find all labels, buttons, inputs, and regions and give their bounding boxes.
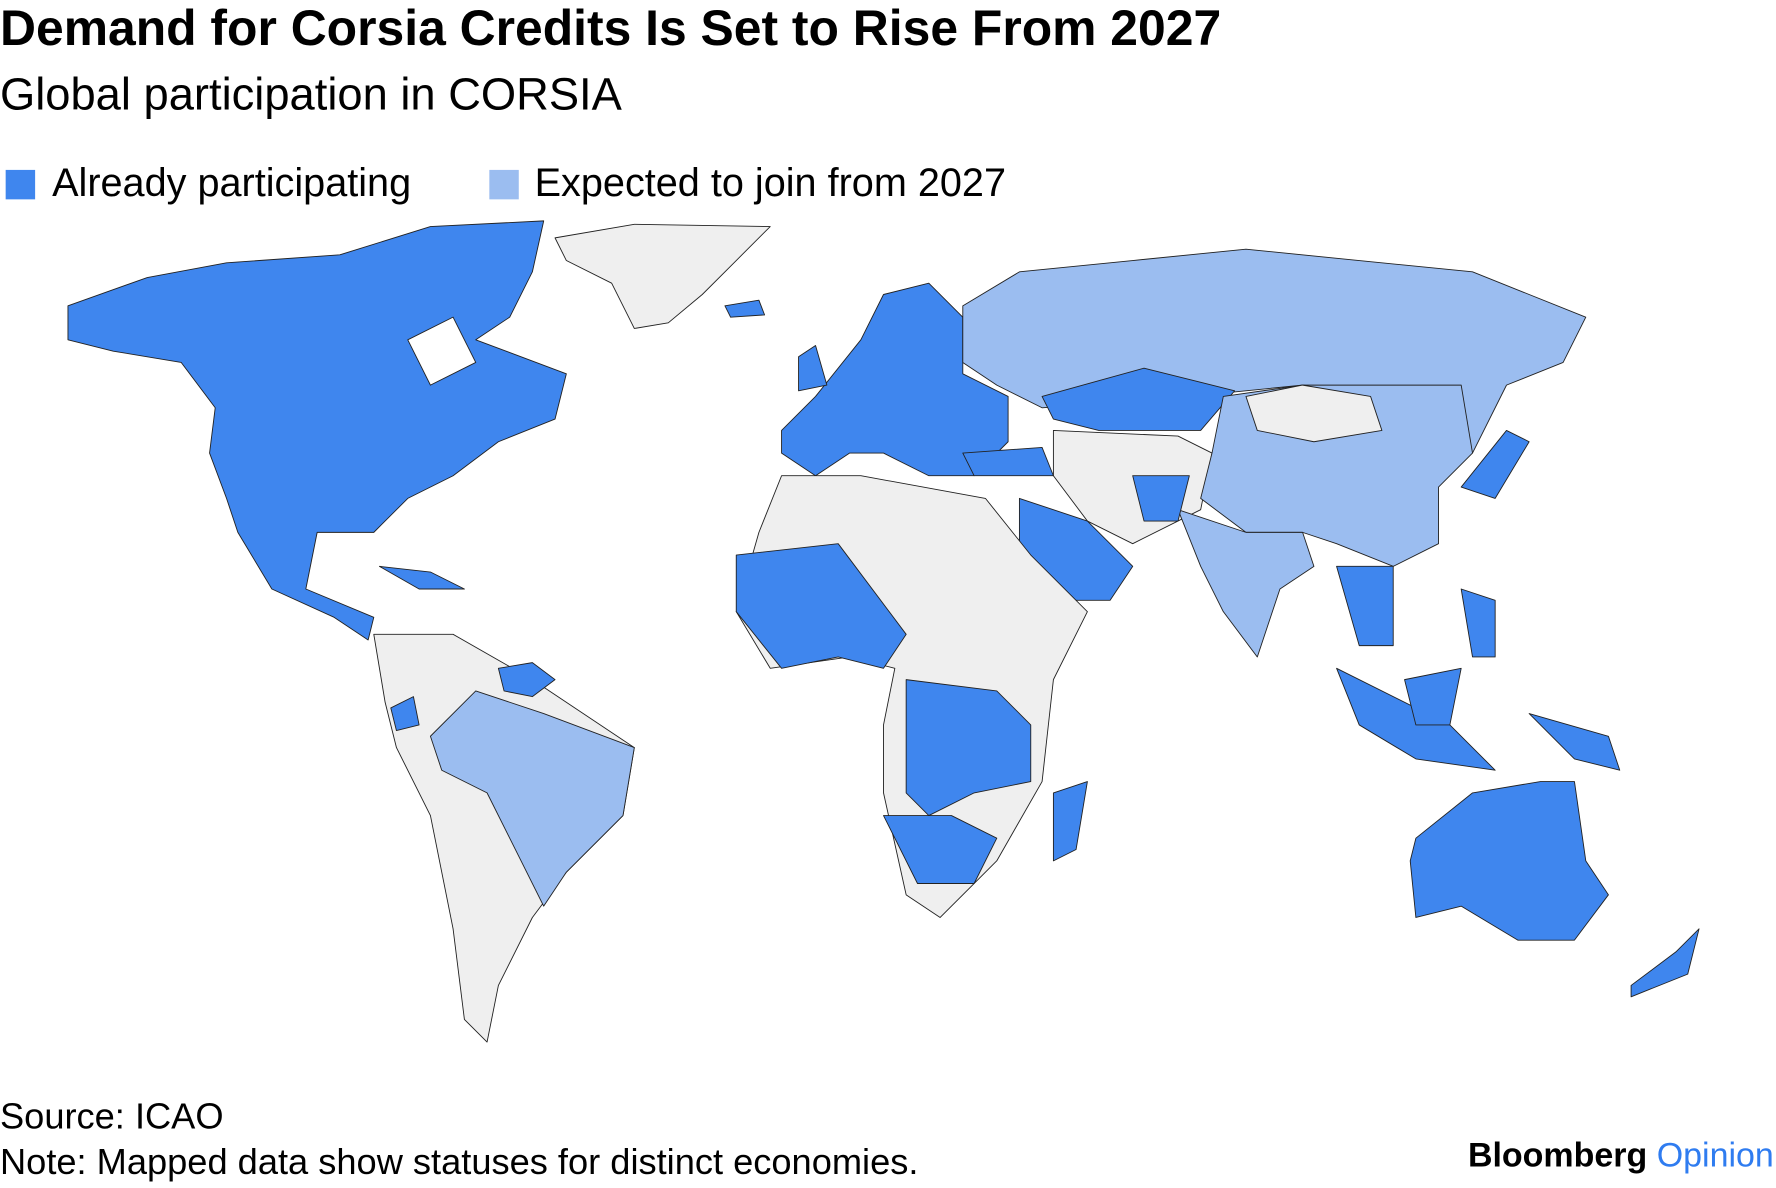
greenland	[554, 223, 771, 329]
mongolia	[1245, 384, 1383, 443]
australia	[1409, 781, 1609, 941]
legend-swatch	[5, 169, 36, 200]
central-africa	[905, 679, 1032, 816]
note: Note: Mapped data show statuses for dist…	[0, 1141, 918, 1182]
caribbean	[379, 565, 465, 590]
legend-label: Expected to join from 2027	[535, 161, 1006, 205]
brand-suffix: Opinion	[1657, 1137, 1774, 1175]
west-africa	[735, 543, 907, 669]
north-america	[67, 220, 567, 641]
southeast-asia	[1336, 565, 1394, 647]
legend-swatch	[489, 169, 519, 200]
japan	[1460, 429, 1530, 499]
brazil	[429, 690, 635, 907]
ecuador	[390, 696, 420, 732]
turkey	[962, 446, 1054, 477]
afghanistan	[1132, 475, 1190, 522]
legend-label: Already participating	[52, 161, 411, 205]
india	[1177, 509, 1315, 658]
philippines	[1460, 588, 1496, 658]
subtitle: Global participation in CORSIA	[0, 68, 623, 119]
iceland	[724, 299, 766, 318]
new-guinea	[1528, 713, 1621, 771]
brand: Bloomberg Opinion	[1468, 1137, 1774, 1175]
title: Demand for Corsia Credits Is Set to Rise…	[0, 0, 1221, 56]
southern-africa	[883, 815, 998, 884]
brand-name: Bloomberg	[1468, 1137, 1647, 1175]
new-zealand	[1630, 928, 1700, 998]
borneo	[1404, 667, 1462, 726]
uk	[798, 345, 828, 392]
hudson-bay	[407, 316, 477, 386]
madagascar	[1052, 781, 1088, 862]
kazakhstan	[1041, 367, 1236, 431]
europe	[781, 282, 1009, 477]
source: Source: ICAO	[0, 1096, 224, 1137]
guianas	[497, 662, 556, 698]
world-map	[67, 220, 1700, 1043]
